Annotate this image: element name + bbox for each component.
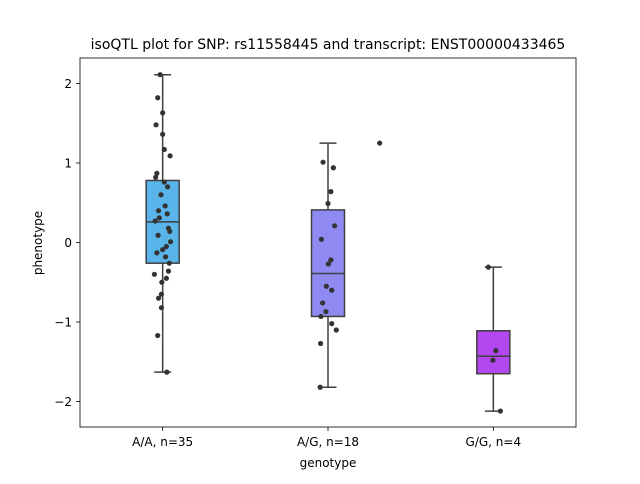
data-point: [158, 291, 165, 297]
data-point: [325, 261, 332, 267]
data-point: [159, 279, 165, 285]
chart-title: isoQTL plot for SNP: rs11558445 and tran…: [91, 37, 566, 53]
x-tick-label: G/G, n=4: [466, 435, 522, 449]
data-point: [377, 140, 383, 146]
data-point: [323, 309, 329, 315]
x-tick-label: A/G, n=18: [297, 435, 359, 449]
data-point: [332, 223, 338, 229]
data-point: [153, 174, 159, 180]
data-point: [317, 384, 323, 390]
data-point: [167, 228, 173, 234]
data-point: [156, 215, 162, 221]
data-point: [163, 243, 169, 250]
y-tick-label: −1: [54, 316, 72, 330]
box-group: [476, 266, 511, 412]
y-axis-label: phenotype: [31, 211, 45, 275]
data-point: [161, 146, 167, 153]
data-point: [162, 203, 168, 209]
data-point: [155, 95, 161, 101]
data-point: [160, 110, 166, 116]
data-point: [152, 218, 158, 224]
data-point: [328, 257, 334, 263]
data-point: [165, 268, 172, 274]
data-point: [160, 247, 166, 253]
data-point: [325, 200, 331, 207]
data-point: [317, 340, 324, 347]
y-tick-label: −2: [54, 395, 72, 409]
data-point: [333, 327, 339, 333]
data-point: [155, 208, 162, 214]
data-point: [164, 211, 170, 217]
data-point: [165, 184, 171, 190]
data-point: [154, 250, 160, 256]
data-point: [318, 236, 324, 242]
data-point: [155, 332, 161, 339]
x-tick-label: A/A, n=35: [132, 435, 193, 449]
data-point: [329, 287, 335, 293]
data-point: [490, 357, 496, 363]
data-point: [329, 321, 335, 327]
data-point: [154, 170, 160, 176]
data-point: [155, 295, 162, 301]
data-point: [328, 189, 334, 195]
y-tick-label: 2: [64, 77, 72, 91]
data-point: [493, 348, 499, 354]
axes: −2 −1 0 1 2 A/A, n=35 A/G, n=18 G/G, n=4: [54, 57, 577, 449]
data-point: [167, 153, 173, 159]
data-point: [164, 369, 170, 375]
data-point: [330, 165, 336, 171]
plot-area: [145, 72, 511, 414]
data-point: [158, 305, 165, 311]
data-point: [151, 271, 157, 277]
data-point: [153, 122, 159, 128]
box-group: [145, 73, 180, 373]
data-point: [161, 179, 167, 185]
data-point: [157, 72, 163, 78]
data-point: [162, 254, 169, 260]
data-point: [163, 275, 169, 281]
data-point: [318, 313, 324, 320]
data-point: [320, 159, 326, 165]
data-point: [323, 283, 329, 289]
y-tick-label: 0: [64, 236, 72, 250]
y-tick-label: 1: [64, 156, 72, 170]
data-point: [167, 239, 174, 245]
data-point: [158, 192, 164, 198]
data-point: [166, 260, 172, 266]
data-point: [155, 232, 161, 238]
box-iqr: [476, 330, 511, 375]
data-point: [320, 300, 326, 306]
data-point: [160, 131, 166, 137]
x-axis-label: genotype: [300, 456, 357, 470]
data-point: [485, 264, 491, 270]
data-point: [497, 408, 503, 414]
